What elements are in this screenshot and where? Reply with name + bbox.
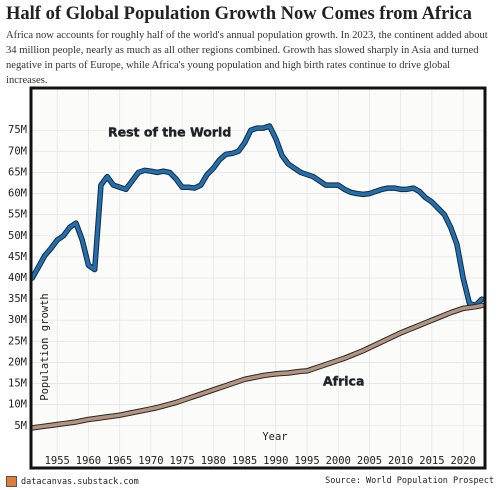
y-tick-label: 50M bbox=[8, 230, 27, 242]
y-tick-label: 25M bbox=[8, 335, 27, 347]
y-tick-label: 20M bbox=[8, 356, 27, 368]
x-tick-label: 1985 bbox=[232, 455, 257, 467]
series-label: Rest of the World bbox=[108, 125, 231, 140]
x-tick-label: 1980 bbox=[201, 455, 226, 467]
y-tick-label: 5M bbox=[14, 420, 27, 432]
y-tick-label: 55M bbox=[8, 209, 27, 221]
series-label: Africa bbox=[323, 374, 364, 389]
y-tick-label: 45M bbox=[8, 251, 27, 263]
x-tick-label: 2000 bbox=[326, 455, 351, 467]
y-tick-label: 35M bbox=[8, 293, 27, 305]
series-line bbox=[30, 124, 484, 308]
x-tick-label: 2005 bbox=[357, 455, 382, 467]
y-tick-label: 75M bbox=[8, 124, 27, 136]
plot-frame bbox=[29, 86, 487, 470]
x-tick-label: 1990 bbox=[263, 455, 288, 467]
y-tick-label: 15M bbox=[8, 378, 27, 390]
x-tick-label: 1970 bbox=[138, 455, 163, 467]
footer-site: datacanvas.substack.com bbox=[21, 476, 139, 487]
x-tick-label: 1960 bbox=[76, 455, 101, 467]
x-tick-label: 1955 bbox=[45, 455, 70, 467]
x-tick-label: 2015 bbox=[419, 455, 444, 467]
x-tick-label: 1975 bbox=[169, 455, 194, 467]
y-tick-label: 40M bbox=[8, 272, 27, 284]
x-tick-label: 2010 bbox=[388, 455, 413, 467]
x-tick-label: 1965 bbox=[107, 455, 132, 467]
y-tick-label: 70M bbox=[8, 145, 27, 157]
y-tick-label: 30M bbox=[8, 314, 27, 326]
x-axis-label: Year bbox=[262, 431, 287, 443]
chart-title: Half of Global Population Growth Now Com… bbox=[6, 4, 472, 24]
y-axis-label: Population growth bbox=[39, 293, 51, 400]
footer-source: Source: World Population Prospect bbox=[325, 476, 494, 486]
y-tick-label: 65M bbox=[8, 166, 27, 178]
series-line bbox=[30, 303, 484, 430]
y-tick-label: 60M bbox=[8, 188, 27, 200]
chart-subtitle: Africa now accounts for roughly half of … bbox=[6, 30, 488, 86]
x-tick-label: 1995 bbox=[294, 455, 319, 467]
y-tick-label: 10M bbox=[8, 399, 27, 411]
footer-left: datacanvas.substack.com bbox=[6, 476, 139, 487]
x-tick-label: 2020 bbox=[450, 455, 475, 467]
logo-icon bbox=[6, 476, 17, 487]
